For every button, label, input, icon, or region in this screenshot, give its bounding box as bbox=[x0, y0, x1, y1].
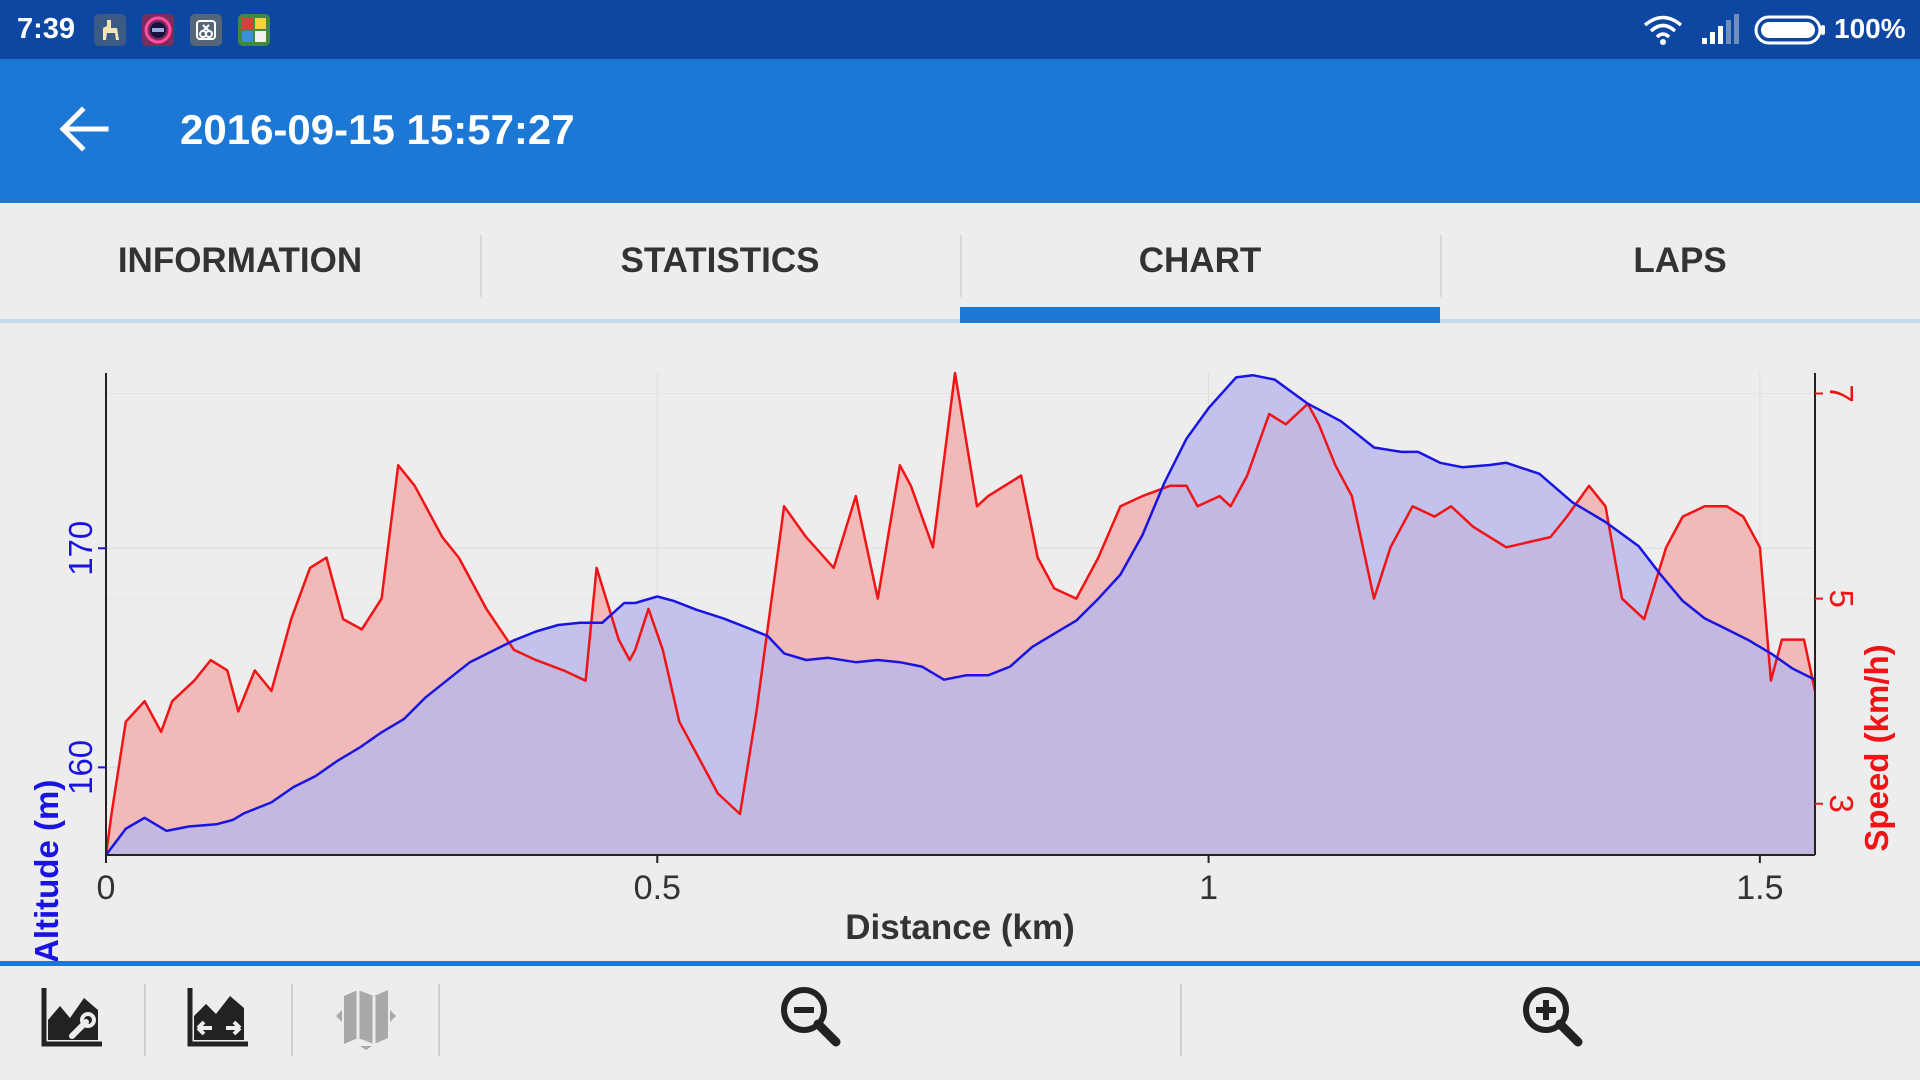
right-axis-label: Speed (km/h) bbox=[1858, 644, 1895, 851]
map-icon bbox=[336, 990, 396, 1050]
battery-full-icon bbox=[1754, 15, 1826, 50]
chart-area[interactable]: 0 0.5 1 1.5 160 170 3 5 7 Distance (km) Altitude… bbox=[0, 323, 1920, 961]
page-title: 2016-09-15 15:57:27 bbox=[180, 106, 575, 153]
chart-settings-icon bbox=[41, 988, 102, 1047]
clock-widget-icon bbox=[142, 14, 174, 46]
tab-bar: INFORMATION STATISTICS CHART LAPS bbox=[0, 203, 1920, 323]
right-tick-label: 3 bbox=[1823, 795, 1860, 813]
selected-tab-indicator bbox=[960, 307, 1440, 323]
left-tick-label: 170 bbox=[62, 521, 99, 576]
toolbar-divider bbox=[438, 984, 440, 1056]
left-tick-label: 160 bbox=[62, 740, 99, 795]
puzzle-game-icon bbox=[238, 14, 270, 46]
zoom-in-icon bbox=[1523, 987, 1583, 1047]
x-tick-label: 0.5 bbox=[634, 869, 681, 907]
x-tick-label: 1.5 bbox=[1736, 869, 1783, 907]
llama-app-icon bbox=[94, 14, 126, 46]
arrow-back-icon bbox=[59, 106, 109, 152]
tab-divider bbox=[1440, 235, 1442, 297]
altitude-area bbox=[106, 375, 1815, 855]
battery-percent: 100% bbox=[1834, 13, 1906, 44]
tab-divider bbox=[480, 235, 482, 297]
tab-label: CHART bbox=[1138, 241, 1262, 280]
chart-fit-icon bbox=[187, 988, 248, 1047]
left-axis-label: Altitude (m) bbox=[28, 780, 65, 961]
wifi-icon bbox=[1642, 14, 1684, 51]
chart[interactable]: 0 0.5 1 1.5 160 170 3 5 7 Distance (km) Altitude… bbox=[0, 323, 1920, 961]
altitude-line bbox=[105, 373, 1816, 856]
right-tick-label: 5 bbox=[1823, 589, 1860, 607]
tab-information[interactable]: INFORMATION bbox=[0, 203, 480, 319]
tab-divider bbox=[960, 235, 962, 297]
tab-label: INFORMATION bbox=[117, 241, 363, 280]
back-button[interactable] bbox=[56, 101, 112, 157]
speed-line bbox=[104, 371, 1817, 856]
map-button[interactable] bbox=[316, 980, 416, 1066]
right-tick-label: 7 bbox=[1823, 384, 1860, 402]
x-tick-label: 0 bbox=[97, 869, 116, 907]
tab-chart[interactable]: CHART bbox=[960, 203, 1440, 319]
tab-label: LAPS bbox=[1633, 241, 1727, 280]
tab-label: STATISTICS bbox=[620, 241, 820, 280]
status-time: 7:39 bbox=[17, 13, 76, 45]
zoom-in-button[interactable] bbox=[1502, 980, 1602, 1066]
chart-toolbar bbox=[0, 966, 1920, 1080]
tab-statistics[interactable]: STATISTICS bbox=[480, 203, 960, 319]
x-tick-label: 1 bbox=[1199, 869, 1218, 907]
chart-fit-button[interactable] bbox=[168, 980, 268, 1066]
x-axis-label: Distance (km) bbox=[845, 908, 1075, 947]
toolbar-top-border bbox=[0, 961, 1920, 966]
toolbar-divider bbox=[1180, 984, 1182, 1056]
status-bar: 7:39 100% bbox=[0, 0, 1920, 59]
chart-settings-button[interactable] bbox=[22, 980, 122, 1066]
cell-signal-icon bbox=[1700, 14, 1740, 51]
toolbar-divider bbox=[144, 984, 146, 1056]
app-bar: 2016-09-15 15:57:27 bbox=[0, 59, 1920, 203]
zoom-out-icon bbox=[781, 987, 841, 1047]
multiwindow-app-icon bbox=[190, 14, 222, 46]
tab-laps[interactable]: LAPS bbox=[1440, 203, 1920, 319]
toolbar-divider bbox=[291, 984, 293, 1056]
zoom-out-button[interactable] bbox=[760, 980, 860, 1066]
